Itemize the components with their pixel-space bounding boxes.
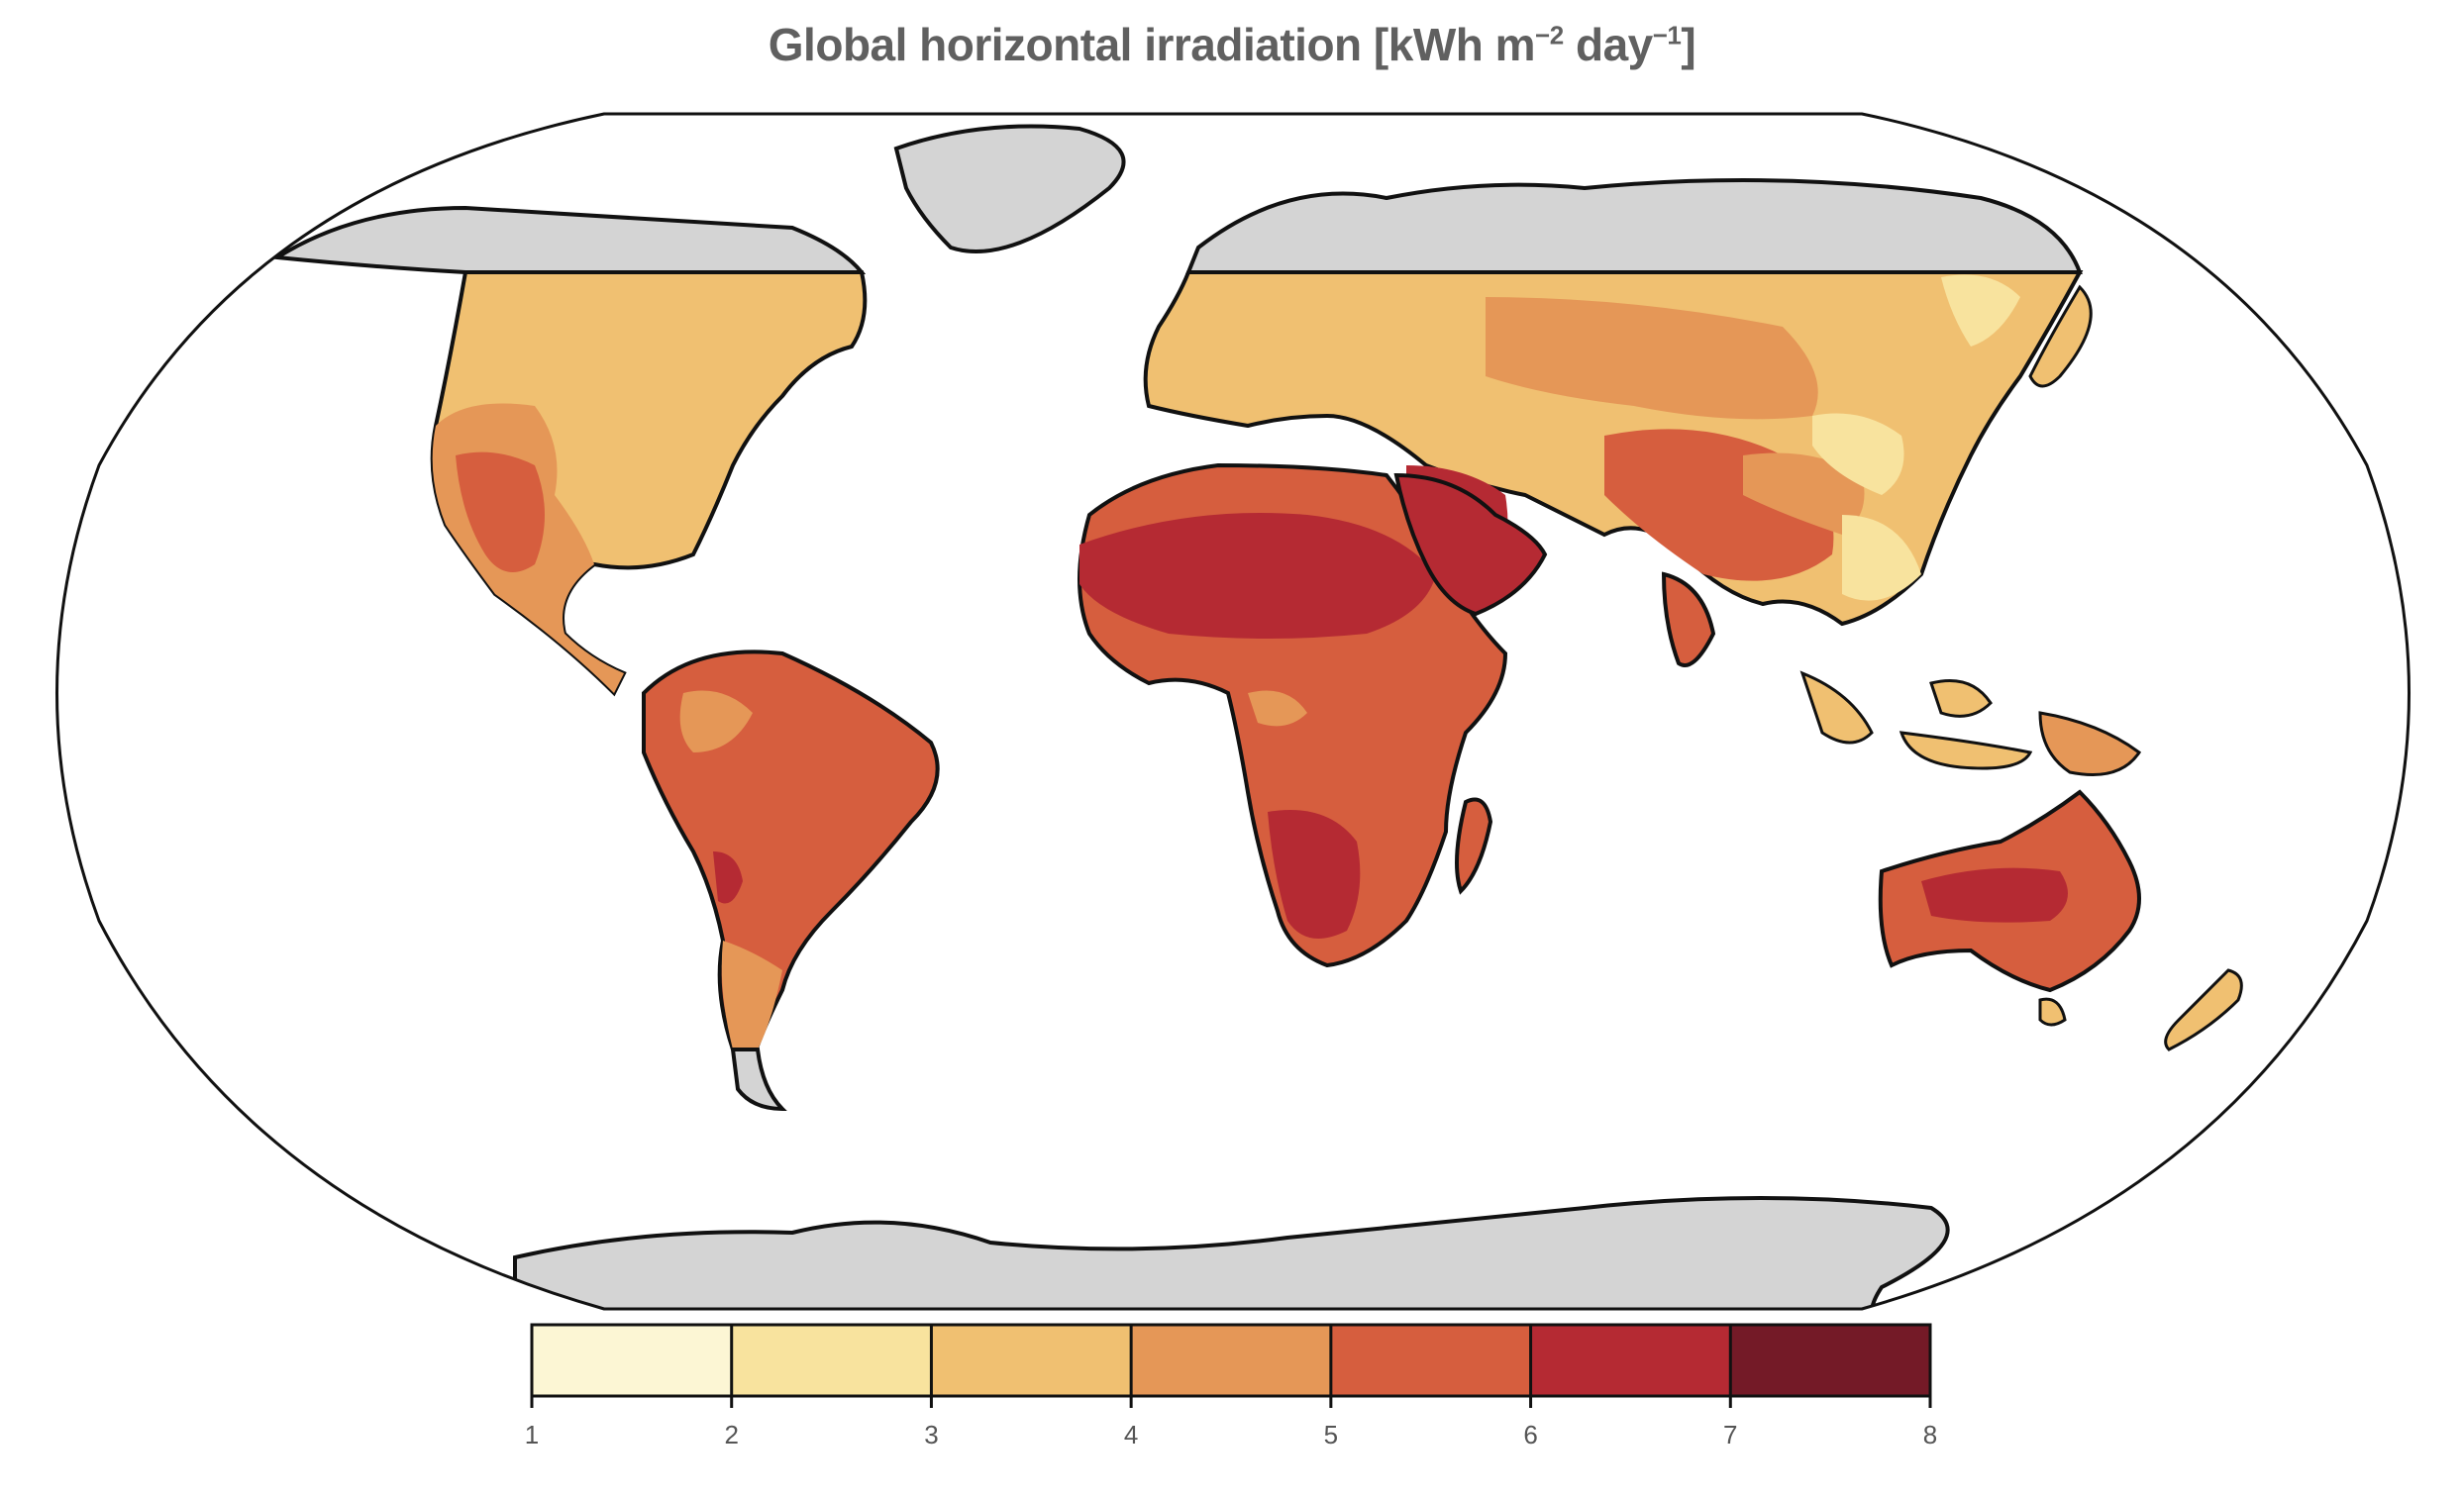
colorbar-tick-label: 3 [924,1420,938,1449]
colorbar-bin-1 [532,1325,732,1396]
colorbar-bin-4 [1131,1325,1331,1396]
colorbar: 1 2 3 4 5 6 7 8 [525,1323,1937,1449]
colorbar-bin-5 [1330,1325,1531,1396]
colorbar-bin-6 [1530,1325,1731,1396]
africa [1078,462,1508,968]
colorbar-tick-label: 7 [1723,1420,1737,1449]
colorbar-bins [532,1325,1930,1396]
colorbar-tick-label: 4 [1124,1420,1138,1449]
map-title: Global horizontal irradiation [kWh m−2 d… [768,19,1696,70]
colorbar-tick-label: 1 [525,1420,539,1449]
north-america [270,205,868,697]
australia [1878,789,2141,1027]
arabian-peninsula [1393,472,1548,617]
colorbar-tick-label: 8 [1923,1420,1937,1449]
eurasia [1143,178,2093,667]
map-land-layer [270,124,2243,1309]
south-america [642,650,940,1112]
colorbar-bin-2 [731,1325,932,1396]
greenland [893,124,1126,253]
southeast-asia-islands [1799,670,2142,776]
colorbar-tick-label: 6 [1523,1420,1537,1449]
new-zealand [2164,968,2243,1051]
colorbar-tick-label: 5 [1324,1420,1338,1449]
colorbar-ticks: 1 2 3 4 5 6 7 8 [525,1325,1937,1449]
antarctica [513,1196,1950,1309]
globe-outline [55,112,2411,1311]
colorbar-bin-7 [1730,1325,1930,1396]
colorbar-bin-3 [931,1325,1132,1396]
colorbar-tick-label: 2 [724,1420,738,1449]
